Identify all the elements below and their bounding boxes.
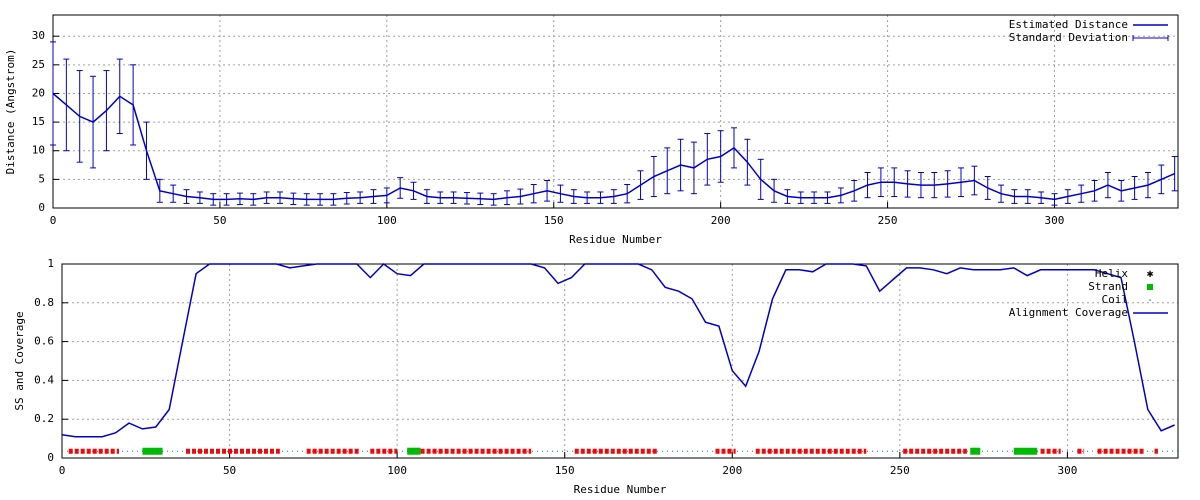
x-axis-label: Residue Number [569, 233, 662, 246]
y-axis-label: Distance (Angstrom) [4, 49, 17, 175]
x-tick-label: 200 [722, 464, 742, 477]
legend-label: Estimated Distance [1009, 18, 1128, 31]
y-tick-label: 0 [38, 201, 45, 214]
y-tick-label: 25 [32, 58, 45, 71]
legend-label: Alignment Coverage [1009, 306, 1128, 319]
y-tick-label: 5 [38, 172, 45, 185]
x-tick-label: 150 [544, 214, 564, 227]
y-tick-label: 15 [32, 115, 45, 128]
y-tick-label: 0.4 [34, 373, 54, 386]
legend-label: Standard Deviation [1009, 31, 1128, 44]
x-tick-label: 150 [555, 464, 575, 477]
x-tick-label: 300 [1045, 214, 1065, 227]
legend-label: Strand [1088, 280, 1128, 293]
y-axis-label: SS and Coverage [13, 311, 26, 410]
x-tick-label: 100 [377, 214, 397, 227]
x-tick-label: 250 [878, 214, 898, 227]
legend-swatch [1147, 284, 1153, 290]
x-tick-label: 300 [1057, 464, 1077, 477]
y-tick-label: 0.6 [34, 335, 54, 348]
y-tick-label: 20 [32, 86, 45, 99]
legend-swatch: ✱ [1147, 267, 1154, 280]
x-tick-label: 50 [223, 464, 236, 477]
y-tick-label: 30 [32, 29, 45, 42]
data-line [61, 263, 1175, 438]
x-tick-label: 100 [387, 464, 407, 477]
error-bar [50, 41, 56, 146]
x-tick-label: 250 [890, 464, 910, 477]
x-tick-label: 50 [213, 214, 226, 227]
y-tick-label: 10 [32, 144, 45, 157]
y-tick-label: 0 [47, 451, 54, 464]
x-axis-label: Residue Number [574, 483, 667, 496]
x-tick-label: 0 [50, 214, 57, 227]
legend-swatch [1149, 299, 1151, 301]
y-tick-label: 0.2 [34, 412, 54, 425]
data-line [52, 92, 1175, 201]
legend-label: Coil [1102, 293, 1129, 306]
x-tick-label: 200 [711, 214, 731, 227]
legend-label: Helix [1095, 267, 1128, 280]
y-tick-label: 1 [47, 257, 54, 270]
y-tick-label: 0.8 [34, 296, 54, 309]
x-tick-label: 0 [59, 464, 66, 477]
